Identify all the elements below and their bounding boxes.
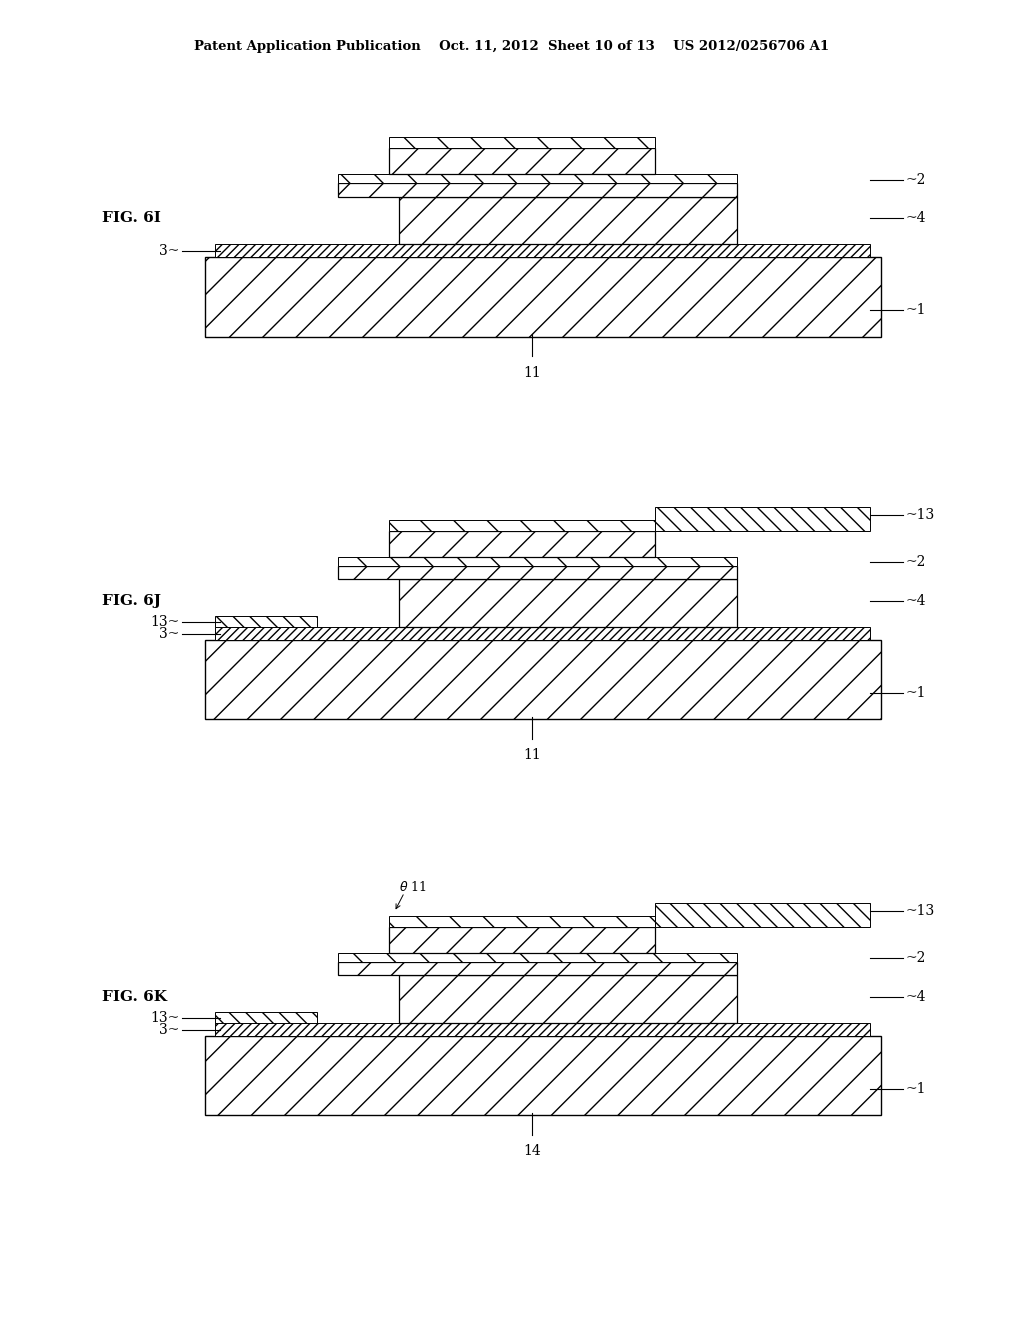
Text: ~13: ~13	[905, 904, 935, 917]
Text: ~2: ~2	[905, 173, 926, 186]
Polygon shape	[205, 1036, 881, 1115]
Polygon shape	[338, 557, 737, 566]
Polygon shape	[215, 616, 317, 627]
Text: ~4: ~4	[905, 990, 926, 1003]
Text: ~1: ~1	[905, 1082, 926, 1096]
Polygon shape	[215, 627, 870, 640]
Text: FIG. 6J: FIG. 6J	[102, 594, 162, 607]
Text: Patent Application Publication    Oct. 11, 2012  Sheet 10 of 13    US 2012/02567: Patent Application Publication Oct. 11, …	[195, 40, 829, 53]
Text: $\theta$ 11: $\theta$ 11	[399, 880, 427, 894]
Polygon shape	[389, 927, 655, 953]
Polygon shape	[215, 244, 870, 257]
Polygon shape	[399, 197, 737, 244]
Polygon shape	[389, 148, 655, 174]
Text: FIG. 6I: FIG. 6I	[102, 211, 161, 224]
Text: ~1: ~1	[905, 686, 926, 700]
Text: 3~: 3~	[159, 627, 179, 640]
Polygon shape	[338, 953, 737, 962]
Polygon shape	[420, 234, 717, 244]
Polygon shape	[338, 183, 737, 197]
Polygon shape	[389, 520, 655, 531]
Polygon shape	[399, 579, 737, 627]
Polygon shape	[338, 174, 737, 183]
Polygon shape	[655, 507, 870, 531]
Polygon shape	[338, 566, 737, 579]
Polygon shape	[205, 640, 881, 719]
Text: ~2: ~2	[905, 556, 926, 569]
Text: ~2: ~2	[905, 952, 926, 965]
Polygon shape	[420, 1012, 717, 1023]
Text: ~13: ~13	[905, 508, 935, 521]
Text: 11: 11	[523, 366, 542, 380]
Polygon shape	[215, 1023, 870, 1036]
Text: 11: 11	[523, 748, 542, 763]
Text: 13~: 13~	[150, 615, 179, 628]
Text: ~4: ~4	[905, 594, 926, 607]
Polygon shape	[389, 531, 655, 557]
Polygon shape	[338, 962, 737, 975]
Text: FIG. 6K: FIG. 6K	[102, 990, 167, 1003]
Polygon shape	[420, 616, 717, 627]
Polygon shape	[399, 975, 737, 1023]
Text: 3~: 3~	[159, 1023, 179, 1036]
Text: 13~: 13~	[150, 1011, 179, 1024]
Text: 14: 14	[523, 1144, 542, 1159]
Text: ~4: ~4	[905, 211, 926, 224]
Polygon shape	[655, 903, 870, 927]
Polygon shape	[389, 916, 655, 927]
Polygon shape	[205, 257, 881, 337]
Polygon shape	[389, 137, 655, 148]
Polygon shape	[215, 1012, 317, 1023]
Text: ~1: ~1	[905, 304, 926, 317]
Text: 3~: 3~	[159, 244, 179, 257]
